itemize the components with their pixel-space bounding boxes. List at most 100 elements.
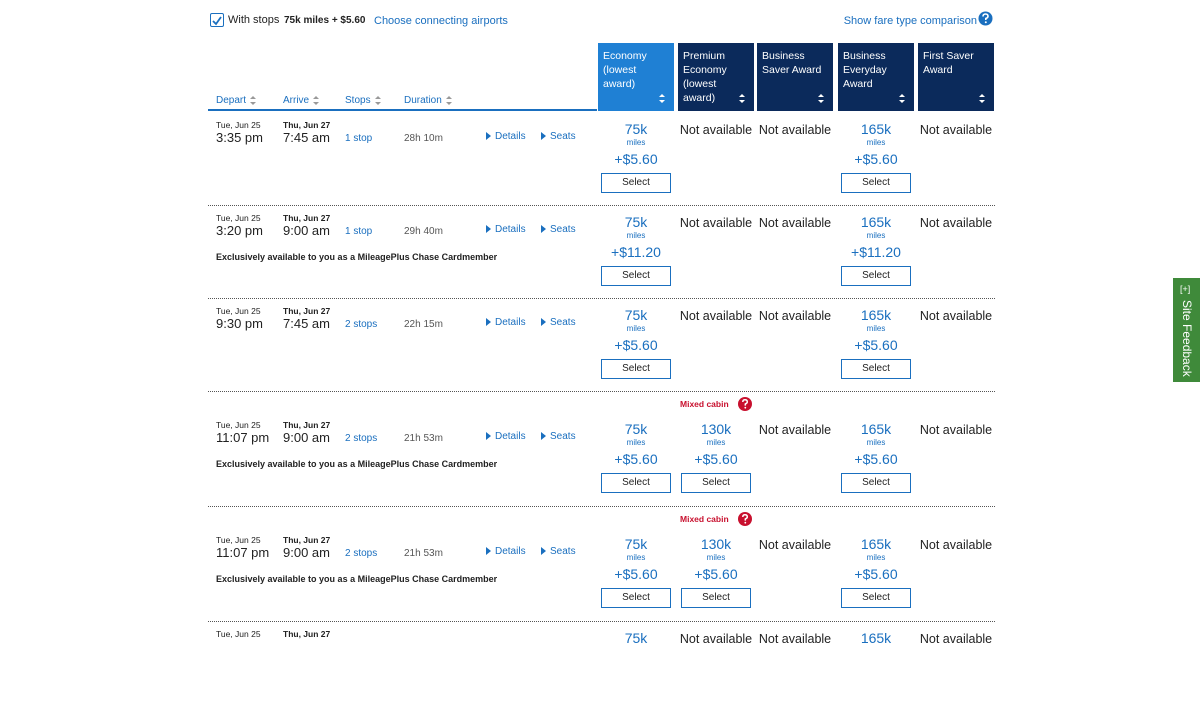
select-button[interactable]: Select <box>601 173 671 193</box>
link-label: Seats <box>550 431 576 442</box>
row-separator <box>208 506 995 507</box>
expand-icon <box>486 432 491 440</box>
seats-link[interactable]: Seats <box>541 317 576 328</box>
sort-label: Depart <box>216 95 247 106</box>
fare-status: Not available <box>919 309 993 323</box>
fare-price: +$5.60 <box>854 337 898 353</box>
mixed-cabin: Mixed cabin <box>680 399 729 409</box>
fare-header[interactable]: Economy (lowest award) <box>598 43 674 111</box>
depart-time: 3:20 pm <box>216 223 263 238</box>
sort-icon <box>445 95 452 105</box>
seats-link[interactable]: Seats <box>541 431 576 442</box>
fare-miles: 75k <box>624 214 648 230</box>
seats-link[interactable]: Seats <box>541 131 576 142</box>
help-glyph <box>742 514 749 524</box>
fare-miles: 75k <box>624 121 648 137</box>
stops[interactable]: 1 stop <box>345 226 373 237</box>
select-button[interactable]: Select <box>601 473 671 493</box>
expand-icon <box>486 132 491 140</box>
fare-header-label: First Saver Award <box>923 50 974 76</box>
mixed-cabin-help[interactable] <box>738 397 752 411</box>
link-label: Seats <box>550 131 576 142</box>
fare-status: Not available <box>679 216 753 230</box>
fare-header[interactable]: Business Everyday Award <box>838 43 914 111</box>
select-button[interactable]: Select <box>681 588 751 608</box>
fare-status: Not available <box>919 423 993 437</box>
select-button[interactable]: Select <box>601 266 671 286</box>
sort-header[interactable]: Depart <box>216 95 257 106</box>
sort-header[interactable]: Arrive <box>283 95 320 106</box>
expand-icon <box>541 132 546 140</box>
seats-link[interactable]: Seats <box>541 546 576 557</box>
fare-miles: 165k <box>860 307 892 323</box>
site-feedback-tab[interactable]: [+] Site Feedback <box>1173 278 1200 382</box>
sort-icon <box>899 94 905 103</box>
stops[interactable]: 2 stops <box>345 433 378 444</box>
duration: 28h 10m <box>404 133 443 144</box>
fare-miles: 130k <box>700 536 732 552</box>
fare-unit: miles <box>626 138 646 147</box>
flight-row: Tue, Jun 25 3:35 pm Thu, Jun 27 7:45 am 1 st… <box>0 113 1000 206</box>
stops[interactable]: 1 stop <box>345 133 373 144</box>
fare-price: +$5.60 <box>614 151 658 167</box>
details-link[interactable]: Details <box>486 131 526 142</box>
details-link[interactable]: Details <box>486 224 526 235</box>
fare-price: +$11.20 <box>611 244 661 260</box>
select-button[interactable]: Select <box>841 473 911 493</box>
flight-row: Tue, Jun 25 9:30 pm Thu, Jun 27 7:45 am 2 st… <box>0 299 1000 392</box>
arrive-time: 9:00 am <box>283 430 330 445</box>
fare-header[interactable]: Premium Economy (lowest award) <box>678 43 754 111</box>
select-button[interactable]: Select <box>841 173 911 193</box>
depart-date: Tue, Jun 25 <box>216 420 261 430</box>
sort-header[interactable]: Stops <box>345 95 381 106</box>
fare-miles: 75k <box>624 307 648 323</box>
compare-link[interactable]: Show fare type comparison <box>843 15 977 27</box>
fare-header[interactable]: First Saver Award <box>918 43 994 111</box>
seats-link[interactable]: Seats <box>541 224 576 235</box>
fare-unit: miles <box>706 553 726 562</box>
sort-label: Arrive <box>283 95 310 106</box>
row-separator <box>208 298 995 299</box>
fare-unit: miles <box>866 324 886 333</box>
arrive-date: Thu, Jun 27 <box>283 535 331 545</box>
fare-unit: miles <box>866 138 886 147</box>
fare-price: +$5.60 <box>614 566 658 582</box>
details-link[interactable]: Details <box>486 431 526 442</box>
help-icon[interactable] <box>978 11 993 26</box>
sort-icon <box>313 95 320 105</box>
sort-header[interactable]: Duration <box>404 95 452 106</box>
depart-date: Tue, Jun 25 <box>216 629 261 639</box>
expand-icon <box>541 432 546 440</box>
expand-icon <box>541 547 546 555</box>
stops[interactable]: 2 stops <box>345 548 378 559</box>
fare-status: Not available <box>919 538 993 552</box>
fare-unit: miles <box>626 553 646 562</box>
details-link[interactable]: Details <box>486 546 526 557</box>
fare-status: Not available <box>758 538 832 552</box>
flight-row: Tue, Jun 25 3:20 pm Thu, Jun 27 9:00 am 1 st… <box>0 206 1000 299</box>
depart-time: 11:07 pm <box>216 545 270 560</box>
fare-header[interactable]: Business Saver Award <box>757 43 833 111</box>
cardmember-note: Exclusively available to you as a Mileag… <box>216 574 498 584</box>
select-button[interactable]: Select <box>841 588 911 608</box>
mixed-cabin-help[interactable] <box>738 512 752 526</box>
checkbox[interactable] <box>210 13 224 27</box>
select-button[interactable]: Select <box>841 266 911 286</box>
expand-icon <box>486 547 491 555</box>
sort-icon <box>979 94 985 103</box>
arrive-date: Thu, Jun 27 <box>283 213 331 223</box>
stops[interactable]: 2 stops <box>345 319 378 330</box>
fare-status: Not available <box>919 216 993 230</box>
link[interactable]: Choose connecting airports <box>374 15 508 27</box>
select-button[interactable]: Select <box>681 473 751 493</box>
sort-label: Stops <box>345 95 371 106</box>
details-link[interactable]: Details <box>486 317 526 328</box>
select-button[interactable]: Select <box>601 359 671 379</box>
fare-status: Not available <box>758 423 832 437</box>
arrive-time: 7:45 am <box>283 130 330 145</box>
fare-price: +$5.60 <box>694 566 738 582</box>
arrive-date: Thu, Jun 27 <box>283 306 331 316</box>
select-button[interactable]: Select <box>601 588 671 608</box>
select-button[interactable]: Select <box>841 359 911 379</box>
row-separator <box>208 621 995 622</box>
